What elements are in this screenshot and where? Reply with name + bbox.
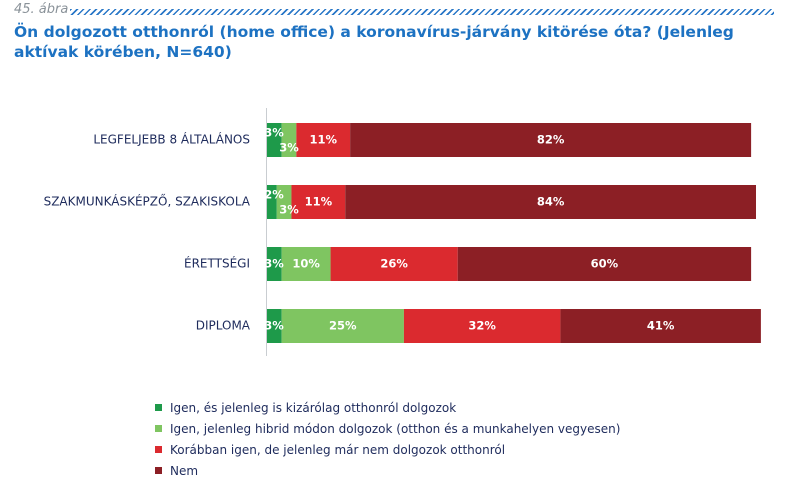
- legend-swatch: [155, 425, 162, 432]
- legend-label: Korábban igen, de jelenleg már nem dolgo…: [170, 442, 506, 457]
- bar-segment: [345, 185, 756, 219]
- bar-segment: [403, 309, 561, 343]
- bar-segment: [350, 123, 752, 157]
- data-label: 82%: [537, 133, 565, 147]
- data-label: 25%: [329, 319, 357, 333]
- data-label: 2%: [264, 188, 284, 202]
- legend-item: Igen, és jelenleg is kizárólag otthonról…: [155, 397, 620, 418]
- figure-number: 45. ábra: [14, 2, 69, 17]
- category-label: LEGFELJEBB 8 ÁLTALÁNOS: [93, 132, 250, 147]
- bar-segment: [267, 185, 277, 219]
- chart-legend: Igen, és jelenleg is kizárólag otthonról…: [155, 397, 620, 481]
- bar-segment: [330, 247, 458, 281]
- legend-swatch: [155, 446, 162, 453]
- bar-segment: [291, 185, 346, 219]
- category-label: ÉRETTSÉGI: [184, 256, 250, 271]
- bar-segment: [267, 247, 282, 281]
- data-label: 3%: [264, 126, 284, 140]
- header-hatch-decoration: [70, 9, 774, 15]
- legend-swatch: [155, 404, 162, 411]
- data-label: 10%: [292, 257, 320, 271]
- bar-segment: [281, 309, 404, 343]
- data-label: 3%: [279, 141, 299, 155]
- bar-segment: [296, 123, 351, 157]
- legend-item: Igen, jelenleg hibrid módon dolgozok (ot…: [155, 418, 620, 439]
- data-label: 60%: [591, 257, 619, 271]
- category-label: DIPLOMA: [196, 319, 251, 333]
- bar-segment: [281, 123, 297, 157]
- bar-segment: [276, 185, 292, 219]
- bar-segment: [267, 309, 282, 343]
- category-label: SZAKMUNKÁSKÉPZŐ, SZAKISKOLA: [44, 194, 251, 209]
- data-label: 3%: [279, 203, 299, 217]
- bar-segment: [281, 247, 331, 281]
- legend-item: Nem: [155, 460, 620, 481]
- bar-segment: [560, 309, 761, 343]
- legend-label: Nem: [170, 463, 199, 478]
- chart-title: Ön dolgozott otthonról (home office) a k…: [14, 23, 734, 61]
- data-label: 41%: [647, 319, 675, 333]
- data-label: 11%: [305, 195, 333, 209]
- data-label: 26%: [380, 257, 408, 271]
- data-label: 11%: [309, 133, 337, 147]
- legend-label: Igen, és jelenleg is kizárólag otthonról…: [170, 400, 457, 415]
- legend-label: Igen, jelenleg hibrid módon dolgozok (ot…: [170, 421, 621, 436]
- bar-segment: [267, 123, 282, 157]
- data-label: 32%: [468, 319, 496, 333]
- data-label: 84%: [537, 195, 565, 209]
- legend-item: Korábban igen, de jelenleg már nem dolgo…: [155, 439, 620, 460]
- legend-swatch: [155, 467, 162, 474]
- bar-segment: [457, 247, 752, 281]
- data-label: 3%: [264, 257, 284, 271]
- data-label: 3%: [264, 319, 284, 333]
